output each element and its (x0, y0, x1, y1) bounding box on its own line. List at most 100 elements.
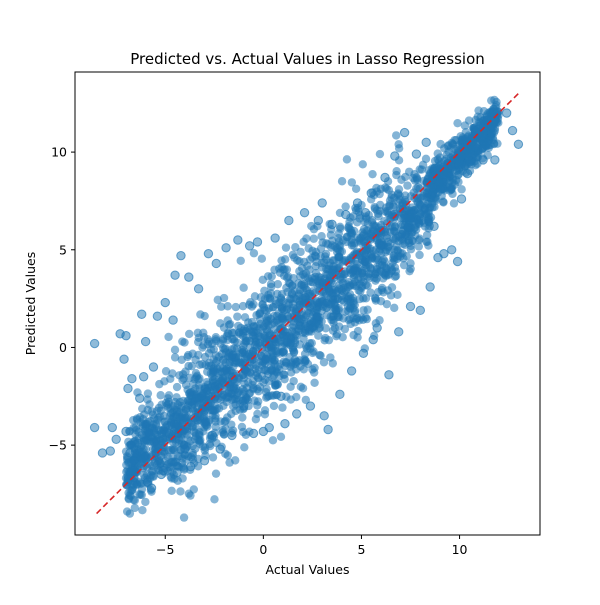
scatter-point (168, 315, 178, 325)
scatter-point (187, 361, 197, 371)
scatter-point (125, 426, 134, 436)
scatter-point (328, 326, 338, 335)
scatter-point (271, 380, 280, 390)
scatter-point (366, 195, 376, 204)
scatter-point (130, 503, 140, 513)
scatter-point (240, 443, 249, 452)
scatter-point (322, 289, 331, 298)
scatter-point (275, 325, 285, 334)
scatter-point (223, 302, 232, 311)
x-tick-label: −5 (156, 542, 174, 557)
scatter-point (340, 287, 349, 297)
scatter-point (234, 373, 244, 382)
scatter-point (389, 254, 398, 263)
scatter-point (277, 256, 286, 265)
scatter-point (377, 285, 386, 295)
scatter-point (361, 212, 371, 221)
scatter-point (223, 388, 232, 398)
scatter-point (107, 422, 117, 433)
scatter-point (401, 172, 410, 182)
scatter-point (394, 327, 404, 337)
scatter-point (250, 341, 260, 350)
scatter-point (311, 319, 321, 328)
scatter-point (423, 175, 433, 184)
scatter-point (161, 367, 171, 376)
scatter-point (200, 407, 209, 416)
scatter-point (301, 283, 310, 293)
scatter-point (208, 453, 218, 462)
scatter-point (213, 295, 222, 305)
scatter-point (138, 372, 149, 382)
scatter-point (415, 305, 426, 316)
scatter-point (210, 367, 219, 376)
scatter-point (383, 286, 393, 295)
scatter-point (170, 345, 180, 355)
scatter-point (282, 283, 291, 293)
scatter-point (276, 360, 285, 369)
scatter-point (392, 242, 401, 251)
scatter-point (223, 451, 232, 460)
scatter-point (271, 346, 280, 356)
scatter-point (233, 235, 243, 245)
scatter-point (357, 200, 366, 210)
scatter-point (201, 451, 210, 460)
reference-line (96, 92, 519, 515)
scatter-point (127, 486, 137, 495)
scatter-point (297, 314, 306, 324)
scatter-point (137, 490, 146, 500)
scatter-point (350, 306, 360, 315)
scatter-point (371, 319, 381, 328)
scatter-point (243, 350, 252, 360)
scatter-point (326, 312, 335, 321)
scatter-point (384, 370, 394, 380)
scatter-point (417, 165, 426, 174)
scatter-point (412, 184, 421, 193)
scatter-point (284, 272, 293, 281)
scatter-point (211, 258, 221, 269)
scatter-point (160, 297, 170, 308)
scatter-point (197, 391, 207, 400)
scatter-point (344, 223, 353, 232)
scatter-point (472, 153, 482, 162)
scatter-point (358, 160, 367, 169)
scatter-point (292, 409, 302, 419)
scatter-point (228, 426, 238, 435)
scatter-point (408, 209, 417, 219)
scatter-point (143, 389, 153, 398)
scatter-point (286, 395, 296, 404)
scatter-point (411, 231, 420, 240)
scatter-point (257, 351, 266, 361)
scatter-point (402, 231, 411, 241)
y-axis-ticks: −5 0 5 10 (49, 145, 75, 453)
scatter-point (257, 254, 267, 263)
scatter-point (227, 409, 236, 419)
scatter-point (290, 313, 299, 323)
scatter-point (311, 268, 321, 278)
scatter-point (204, 395, 214, 404)
scatter-point (439, 248, 449, 259)
scatter-point (319, 411, 329, 421)
scatter-point (373, 255, 383, 264)
scatter-point (279, 297, 288, 306)
scatter-point (232, 356, 241, 366)
scatter-point (313, 221, 322, 231)
scatter-point (238, 396, 248, 406)
scatter-point (317, 232, 326, 241)
scatter-point (479, 106, 489, 116)
scatter-point (245, 427, 254, 436)
scatter-point (266, 282, 276, 292)
scatter-point (405, 301, 416, 312)
scatter-point (262, 393, 271, 402)
scatter-point (250, 292, 260, 301)
plot-frame (74, 71, 541, 536)
scatter-point (157, 429, 166, 438)
y-tick-label: 10 (51, 145, 67, 160)
scatter-point (346, 230, 356, 240)
scatter-point (171, 422, 181, 431)
scatter-point (357, 281, 367, 291)
scatter-point (185, 389, 194, 398)
scatter-point (332, 305, 341, 315)
scatter-point (260, 406, 270, 415)
scatter-point (205, 441, 215, 451)
